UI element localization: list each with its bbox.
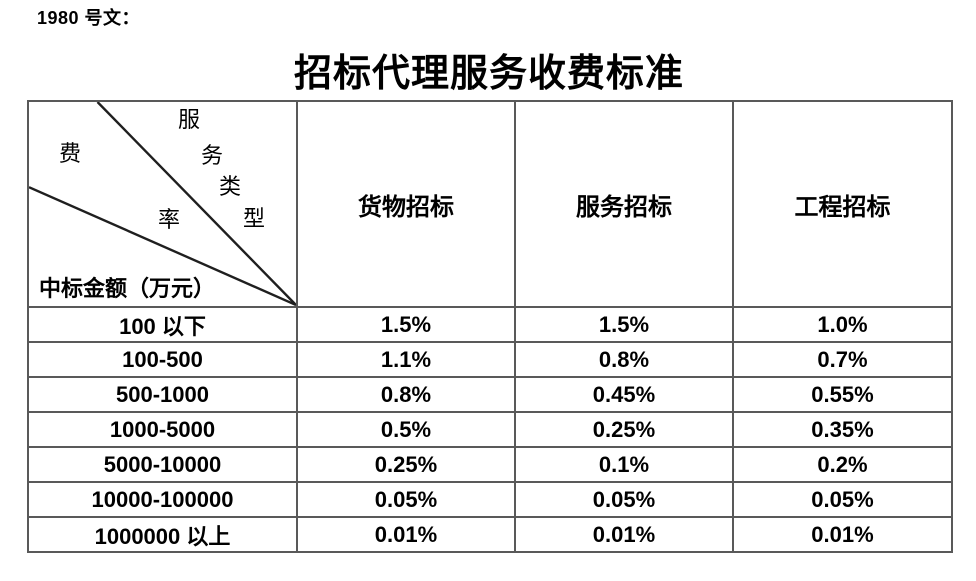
rate-cell: 0.55% [732,376,953,413]
table-row: 1000-5000 0.5% 0.25% 0.35% [27,411,953,448]
amount-range-cell: 100 以下 [27,306,298,343]
amount-range-cell: 1000-5000 [27,411,298,448]
amount-range-cell: 5000-10000 [27,446,298,483]
corner-label-award-amount: 中标金额（万元） [39,276,216,301]
rate-cell: 0.01% [732,516,953,553]
table-row: 100 以下 1.5% 1.5% 1.0% [27,306,953,343]
column-header-goods-bidding: 货物招标 [296,100,516,308]
rate-cell: 0.25% [296,446,516,483]
rate-cell: 0.7% [732,341,953,378]
table-row: 10000-100000 0.05% 0.05% 0.05% [27,481,953,518]
corner-label-fee-rate-char: 费 [59,141,82,166]
table-row: 100-500 1.1% 0.8% 0.7% [27,341,953,378]
column-header-service-bidding: 服务招标 [514,100,734,308]
rate-cell: 0.01% [296,516,516,553]
doc-number-note: 1980 号文： [37,8,141,28]
amount-range-cell: 100-500 [27,341,298,378]
rate-cell: 0.45% [514,376,734,413]
rate-cell: 0.2% [732,446,953,483]
rate-cell: 0.05% [732,481,953,518]
rate-cell: 1.1% [296,341,516,378]
column-header-engineering-bidding: 工程招标 [732,100,953,308]
rate-cell: 1.0% [732,306,953,343]
diagonal-header-cell: 服 务 类 型 费 率 中标金额（万元） [27,100,298,308]
rate-cell: 0.8% [296,376,516,413]
diagonal-divider-lines [30,103,295,305]
rate-cell: 0.25% [514,411,734,448]
rate-cell: 0.01% [514,516,734,553]
corner-label-service-type-char: 类 [219,174,242,199]
amount-range-cell: 10000-100000 [27,481,298,518]
page-title: 招标代理服务收费标准 [293,53,684,95]
rate-cell: 1.5% [296,306,516,343]
table-header-row: 服 务 类 型 费 率 中标金额（万元） 货物招标 服务招标 工程招标 [27,100,953,308]
rate-cell: 0.8% [514,341,734,378]
rate-cell: 0.1% [514,446,734,483]
corner-label-service-type-char: 服 [178,107,201,132]
rate-cell: 0.05% [296,481,516,518]
fee-standard-table: 服 务 类 型 费 率 中标金额（万元） 货物招标 服务招标 工程招标 100 … [27,100,953,553]
rate-cell: 1.5% [514,306,734,343]
table-row: 5000-10000 0.25% 0.1% 0.2% [27,446,953,483]
amount-range-cell: 1000000 以上 [27,516,298,553]
table-row: 500-1000 0.8% 0.45% 0.55% [27,376,953,413]
amount-range-cell: 500-1000 [27,376,298,413]
corner-label-service-type-char: 型 [243,206,266,231]
corner-label-fee-rate-char: 率 [158,207,181,232]
rate-cell: 0.5% [296,411,516,448]
table-row: 1000000 以上 0.01% 0.01% 0.01% [27,516,953,553]
corner-label-service-type-char: 务 [201,143,224,168]
rate-cell: 0.05% [514,481,734,518]
rate-cell: 0.35% [732,411,953,448]
